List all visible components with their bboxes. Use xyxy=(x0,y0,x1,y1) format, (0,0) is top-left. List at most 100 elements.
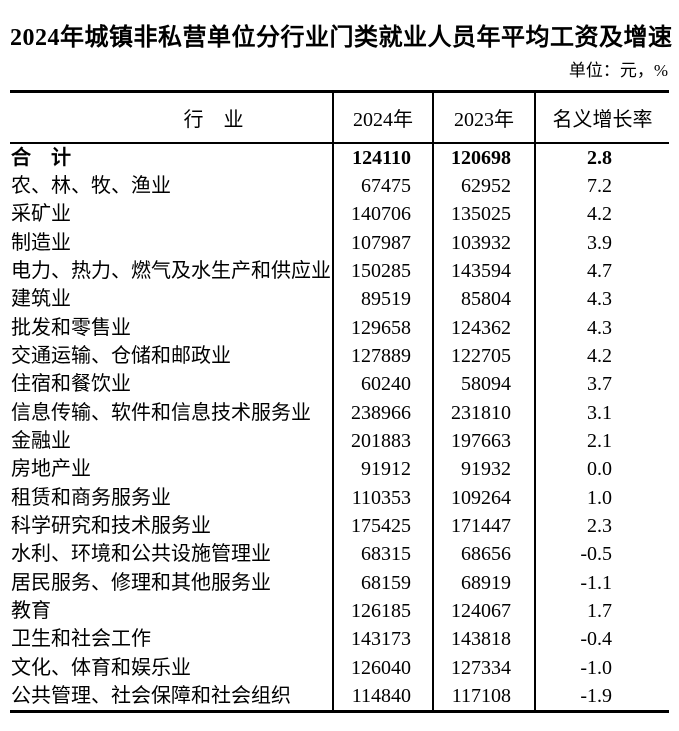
table-header: 行 业 2024年 2023年 名义增长率 xyxy=(10,91,669,144)
wage-2023-cell: 109264 xyxy=(432,483,535,512)
wage-2023-cell: 124067 xyxy=(432,597,535,626)
growth-rate-cell: 0.0 xyxy=(534,455,669,484)
growth-rate-cell: -1.9 xyxy=(534,682,669,712)
table-row: 信息传输、软件和信息技术服务业 238966 231810 3.1 xyxy=(10,398,669,427)
growth-rate-cell: -1.1 xyxy=(534,568,669,597)
wage-2024-cell: 60240 xyxy=(332,370,433,399)
industry-cell: 房地产业 xyxy=(11,458,91,481)
growth-rate-cell: 1.7 xyxy=(534,597,669,626)
wage-2023-cell: 91932 xyxy=(432,455,535,484)
industry-cell: 科学研究和技术服务业 xyxy=(11,514,211,537)
industry-cell: 农、林、牧、渔业 xyxy=(11,174,171,197)
wage-2024-cell: 67475 xyxy=(332,171,433,201)
industry-cell: 采矿业 xyxy=(11,203,71,226)
wage-2023-cell: 68656 xyxy=(432,540,535,569)
industry-cell: 水利、环境和公共设施管理业 xyxy=(11,543,271,566)
wage-2023-cell: 62952 xyxy=(432,171,535,201)
wage-2024-cell: 91912 xyxy=(332,455,433,484)
industry-cell: 信息传输、软件和信息技术服务业 xyxy=(11,401,311,424)
wage-2024-cell: 201883 xyxy=(332,426,433,456)
industry-cell: 建筑业 xyxy=(11,288,71,311)
wage-2024-cell: 110353 xyxy=(332,483,433,512)
unit-note: 单位：元，% xyxy=(568,61,668,80)
wage-2023-cell: 85804 xyxy=(432,285,535,314)
header-row: 行 业 2024年 2023年 名义增长率 xyxy=(10,91,669,144)
growth-rate-cell: 2.1 xyxy=(534,426,669,456)
wage-2024-cell: 126185 xyxy=(332,597,433,626)
table-row: 教育 126185 124067 1.7 xyxy=(10,597,669,626)
growth-rate-cell: 2.8 xyxy=(534,142,669,172)
industry-cell: 金融业 xyxy=(11,429,71,452)
growth-rate-cell: 3.9 xyxy=(534,228,669,257)
wage-2024-cell: 143173 xyxy=(332,625,433,654)
wage-2024-cell: 68159 xyxy=(332,568,433,597)
table-row: 科学研究和技术服务业 175425 171447 2.3 xyxy=(10,511,669,541)
growth-rate-cell: 1.0 xyxy=(534,483,669,512)
wage-2023-cell: 143818 xyxy=(432,625,535,654)
table-row: 租赁和商务服务业 110353 109264 1.0 xyxy=(10,483,669,512)
table-row: 建筑业 89519 85804 4.3 xyxy=(10,285,669,314)
table-row: 制造业 107987 103932 3.9 xyxy=(10,228,669,257)
industry-cell: 教育 xyxy=(11,600,51,622)
wage-2023-cell: 231810 xyxy=(432,398,535,427)
header-2024: 2024年 xyxy=(332,91,433,144)
industry-cell: 交通运输、仓储和邮政业 xyxy=(11,344,231,367)
wage-2024-cell: 89519 xyxy=(332,285,433,314)
table-row: 采矿业 140706 135025 4.2 xyxy=(10,200,669,229)
table-row: 文化、体育和娱乐业 126040 127334 -1.0 xyxy=(10,653,669,683)
wage-2023-cell: 135025 xyxy=(432,200,535,229)
wage-2024-cell: 129658 xyxy=(332,313,433,342)
wage-2024-cell: 107987 xyxy=(332,228,433,257)
wage-2024-cell: 238966 xyxy=(332,398,433,427)
wage-2023-cell: 143594 xyxy=(432,256,535,286)
table-row: 卫生和社会工作 143173 143818 -0.4 xyxy=(10,625,669,654)
table-row: 农、林、牧、渔业 67475 62952 7.2 xyxy=(10,171,669,201)
wage-2024-cell: 140706 xyxy=(332,200,433,229)
page-title: 2024年城镇非私营单位分行业门类就业人员年平均工资及增速 xyxy=(10,25,673,51)
growth-rate-cell: 4.2 xyxy=(534,200,669,229)
growth-rate-cell: -1.0 xyxy=(534,653,669,683)
table-row: 交通运输、仓储和邮政业 127889 122705 4.2 xyxy=(10,341,669,371)
wage-2023-cell: 197663 xyxy=(432,426,535,456)
growth-rate-cell: 7.2 xyxy=(534,171,669,201)
wage-2024-cell: 150285 xyxy=(332,256,433,286)
table-row: 批发和零售业 129658 124362 4.3 xyxy=(10,313,669,342)
growth-rate-cell: 2.3 xyxy=(534,511,669,541)
table-row: 房地产业 91912 91932 0.0 xyxy=(10,455,669,484)
table-row: 水利、环境和公共设施管理业 68315 68656 -0.5 xyxy=(10,540,669,569)
industry-cell: 电力、热力、燃气及水生产和供应业 xyxy=(11,259,331,282)
industry-cell: 批发和零售业 xyxy=(11,316,131,339)
wage-2023-cell: 122705 xyxy=(432,341,535,371)
industry-cell: 租赁和商务服务业 xyxy=(11,486,171,509)
wage-2023-cell: 127334 xyxy=(432,653,535,683)
wage-2024-cell: 175425 xyxy=(332,511,433,541)
table-body: 合 计 124110 120698 2.8 农、林、牧、渔业 67475 629… xyxy=(10,142,669,712)
industry-cell: 卫生和社会工作 xyxy=(11,628,151,651)
table-row: 居民服务、修理和其他服务业 68159 68919 -1.1 xyxy=(10,568,669,597)
header-nominal-growth: 名义增长率 xyxy=(534,91,669,144)
table-row: 电力、热力、燃气及水生产和供应业 150285 143594 4.7 xyxy=(10,256,669,286)
wage-2024-cell: 68315 xyxy=(332,540,433,569)
growth-rate-cell: 3.1 xyxy=(534,398,669,427)
growth-rate-cell: 4.3 xyxy=(534,313,669,342)
growth-rate-cell: -0.5 xyxy=(534,540,669,569)
growth-rate-cell: -0.4 xyxy=(534,625,669,654)
industry-cell: 文化、体育和娱乐业 xyxy=(11,656,191,679)
industry-cell: 居民服务、修理和其他服务业 xyxy=(11,571,271,594)
industry-cell: 合 计 xyxy=(11,146,71,169)
header-industry: 行 业 xyxy=(10,91,333,144)
growth-rate-cell: 4.2 xyxy=(534,341,669,371)
industry-cell: 制造业 xyxy=(11,231,71,254)
wage-2023-cell: 171447 xyxy=(432,511,535,541)
table-row: 金融业 201883 197663 2.1 xyxy=(10,426,669,456)
wage-2023-cell: 58094 xyxy=(432,370,535,399)
growth-rate-cell: 3.7 xyxy=(534,370,669,399)
growth-rate-cell: 4.7 xyxy=(534,256,669,286)
table-row: 合 计 124110 120698 2.8 xyxy=(10,142,669,172)
wage-2024-cell: 124110 xyxy=(332,142,433,172)
table-row: 住宿和餐饮业 60240 58094 3.7 xyxy=(10,370,669,399)
table-row: 公共管理、社会保障和社会组织 114840 117108 -1.9 xyxy=(10,682,669,712)
wage-2024-cell: 127889 xyxy=(332,341,433,371)
header-2023: 2023年 xyxy=(432,91,535,144)
wage-2023-cell: 120698 xyxy=(432,142,535,172)
